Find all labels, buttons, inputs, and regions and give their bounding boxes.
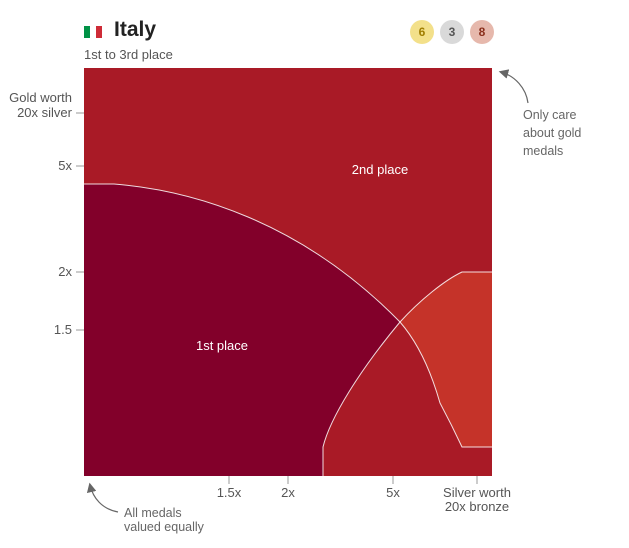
flag-stripe-green xyxy=(84,26,90,38)
flag-stripe-red xyxy=(96,26,102,38)
region-label-2nd: 2nd place xyxy=(352,162,408,177)
annotation-arrow-top-right xyxy=(498,69,529,104)
annotation-top-right-line1: Only care xyxy=(523,108,577,122)
chart-subtitle: 1st to 3rd place xyxy=(84,47,173,62)
annotation-arrow-bottom-left xyxy=(86,482,119,513)
silver-medal-count: 3 xyxy=(440,20,464,44)
x-tick-label-5x: 5x xyxy=(386,485,400,500)
flag-icon xyxy=(84,26,102,38)
flag-stripe-white xyxy=(90,26,96,38)
region-3rd-place xyxy=(400,272,492,447)
y-axis-end-label-line2: 20x silver xyxy=(17,105,73,120)
x-axis-end-label-line1: Silver worth xyxy=(443,485,511,500)
annotation-top-right-line2: about gold xyxy=(523,126,581,140)
y-tick-label-2x: 2x xyxy=(58,264,72,279)
annotation-bottom-left-line1: All medals xyxy=(124,506,182,520)
y-axis-end-label-line1: Gold worth xyxy=(9,90,72,105)
region-label-1st: 1st place xyxy=(196,338,248,353)
medal-counts: 6 3 8 xyxy=(410,20,494,44)
region-2nd-place-lower xyxy=(323,322,492,476)
x-axis-end-label-line2: 20x bronze xyxy=(445,499,509,514)
y-tick-label-5x: 5x xyxy=(58,158,72,173)
annotation-bottom-left-line2: valued equally xyxy=(124,520,205,534)
x-tick-label-1-5x: 1.5x xyxy=(217,485,242,500)
bronze-medal-count: 8 xyxy=(470,20,494,44)
country-title: Italy xyxy=(114,18,157,41)
boundary-2nd-3rd xyxy=(322,271,492,476)
gold-medal-count: 6 xyxy=(410,20,434,44)
annotation-top-right-line3: medals xyxy=(523,144,563,158)
chart-header: Italy 1st to 3rd place 6 3 8 xyxy=(84,18,494,66)
x-tick-label-2x: 2x xyxy=(281,485,295,500)
y-tick-label-1-5: 1.5 xyxy=(54,322,72,337)
